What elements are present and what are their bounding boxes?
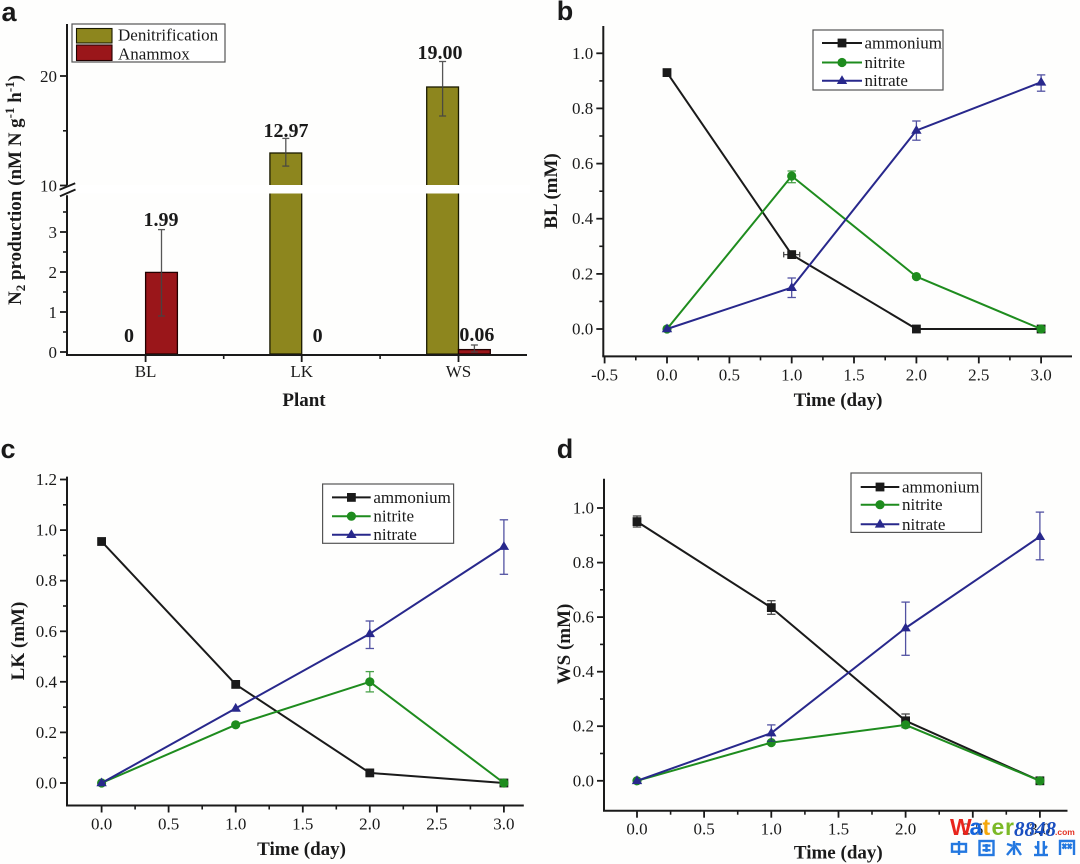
svg-text:WS: WS	[446, 362, 472, 381]
svg-text:0.0: 0.0	[656, 365, 677, 384]
svg-text:20: 20	[40, 67, 57, 86]
svg-text:.com: .com	[1055, 827, 1075, 837]
svg-text:2.5: 2.5	[962, 820, 983, 839]
svg-text:LK (mM): LK (mM)	[8, 602, 29, 681]
svg-text:0.8: 0.8	[36, 571, 57, 590]
svg-text:e: e	[992, 814, 1005, 840]
svg-text:N2 production (nM N g-1 h-1): N2 production (nM N g-1 h-1)	[2, 75, 28, 305]
svg-text:nitrite: nitrite	[865, 53, 906, 72]
svg-text:0.0: 0.0	[91, 815, 112, 834]
svg-text:10: 10	[40, 177, 57, 196]
svg-text:a: a	[1, 0, 17, 27]
svg-text:Plant: Plant	[282, 390, 326, 411]
svg-text:BL: BL	[135, 362, 157, 381]
svg-text:0.5: 0.5	[693, 820, 714, 839]
svg-text:a: a	[970, 814, 983, 840]
svg-text:r: r	[1005, 814, 1014, 840]
svg-text:3: 3	[49, 223, 58, 242]
svg-text:0.0: 0.0	[573, 771, 594, 790]
svg-text:1.5: 1.5	[843, 365, 864, 384]
svg-text:0: 0	[313, 325, 323, 347]
svg-text:Denitrification: Denitrification	[118, 26, 219, 45]
svg-text:0.6: 0.6	[573, 608, 594, 627]
svg-text:0.6: 0.6	[572, 154, 593, 173]
svg-text:0.06: 0.06	[459, 324, 494, 346]
svg-text:0.8: 0.8	[572, 99, 593, 118]
svg-text:ammonium: ammonium	[373, 488, 450, 507]
svg-text:2.0: 2.0	[906, 365, 927, 384]
svg-text:0.2: 0.2	[36, 723, 57, 742]
svg-text:0.0: 0.0	[626, 820, 647, 839]
svg-text:0.8: 0.8	[573, 553, 594, 572]
svg-text:nitrate: nitrate	[902, 515, 945, 534]
svg-text:2.5: 2.5	[426, 815, 447, 834]
svg-text:Time (day): Time (day)	[794, 843, 883, 864]
svg-text:1.99: 1.99	[144, 209, 179, 231]
svg-text:Anammox: Anammox	[118, 45, 190, 64]
svg-text:0.5: 0.5	[158, 815, 179, 834]
svg-text:t: t	[983, 814, 991, 840]
svg-text:nitrite: nitrite	[373, 507, 414, 526]
svg-text:3.0: 3.0	[1029, 820, 1050, 839]
svg-text:0: 0	[49, 343, 58, 362]
svg-text:LK: LK	[290, 362, 313, 381]
svg-text:b: b	[557, 0, 574, 26]
svg-text:0.6: 0.6	[36, 622, 57, 641]
svg-text:0.4: 0.4	[572, 209, 594, 228]
svg-text:Time (day): Time (day)	[794, 390, 883, 411]
svg-text:nitrate: nitrate	[865, 71, 908, 90]
svg-text:1.0: 1.0	[573, 499, 594, 518]
svg-text:2: 2	[49, 263, 58, 282]
svg-text:nitrite: nitrite	[902, 495, 943, 514]
svg-text:d: d	[557, 434, 574, 464]
svg-text:8848: 8848	[1014, 817, 1057, 841]
svg-text:1.0: 1.0	[781, 365, 802, 384]
svg-text:ammonium: ammonium	[902, 478, 979, 497]
svg-text:0.0: 0.0	[36, 774, 57, 793]
svg-text:nitrate: nitrate	[373, 525, 416, 544]
svg-text:1.0: 1.0	[572, 44, 593, 63]
svg-text:2.0: 2.0	[895, 820, 916, 839]
svg-text:ammonium: ammonium	[865, 34, 942, 53]
svg-text:19.00: 19.00	[418, 42, 463, 64]
svg-text:1: 1	[49, 303, 58, 322]
svg-text:1.2: 1.2	[36, 470, 57, 489]
svg-text:0: 0	[124, 325, 134, 347]
svg-text:1.0: 1.0	[225, 815, 246, 834]
svg-text:0.0: 0.0	[572, 320, 593, 339]
svg-text:0.2: 0.2	[572, 264, 593, 283]
svg-text:3.0: 3.0	[493, 815, 514, 834]
svg-text:c: c	[0, 434, 15, 464]
svg-text:BL (mM): BL (mM)	[541, 153, 562, 228]
svg-text:0.4: 0.4	[36, 672, 58, 691]
svg-text:0.2: 0.2	[573, 717, 594, 736]
svg-text:1.5: 1.5	[828, 820, 849, 839]
svg-text:3.0: 3.0	[1030, 365, 1051, 384]
svg-text:W: W	[950, 814, 972, 840]
svg-text:1.5: 1.5	[292, 815, 313, 834]
svg-text:12.97: 12.97	[264, 120, 309, 142]
svg-text:1.0: 1.0	[36, 521, 57, 540]
svg-text:0.5: 0.5	[719, 365, 740, 384]
svg-text:2.5: 2.5	[968, 365, 989, 384]
svg-text:Time (day): Time (day)	[257, 839, 346, 860]
svg-text:1.0: 1.0	[761, 820, 782, 839]
svg-text:0.4: 0.4	[573, 662, 595, 681]
svg-text:WS (mM): WS (mM)	[554, 604, 575, 685]
svg-text:-0.5: -0.5	[591, 365, 618, 384]
svg-text:2.0: 2.0	[359, 815, 380, 834]
